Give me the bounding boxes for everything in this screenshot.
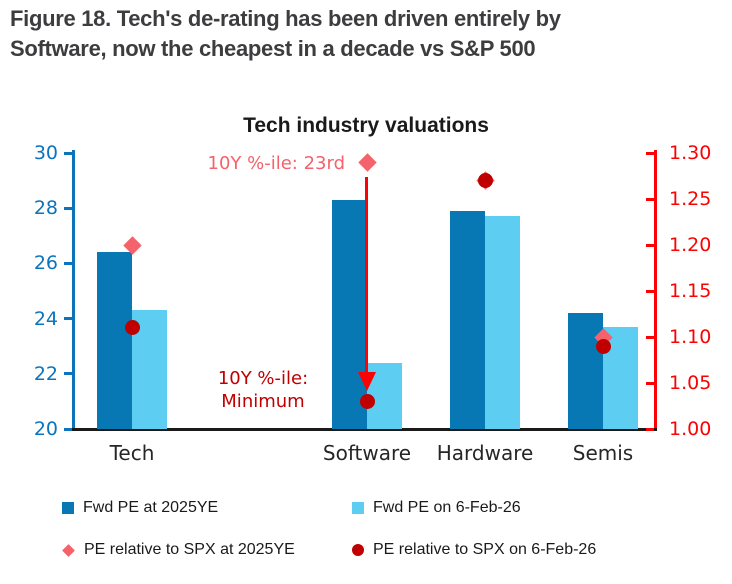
legend-diamond-swatch xyxy=(62,543,75,557)
left-axis-tick-label-24: 24 xyxy=(33,307,58,330)
diamond-marker-pe-relative-to-spx-at-2025ye-software xyxy=(357,152,377,172)
circle-marker-pe-relative-to-spx-on-6-feb-26-semis xyxy=(595,338,611,354)
right-axis-tick-label-1.25: 1.25 xyxy=(669,188,712,210)
left-axis-tick-28 xyxy=(64,206,72,210)
x-axis-line xyxy=(72,428,657,431)
bar-fwd-pe-at-2025ye-tech xyxy=(97,252,132,429)
left-axis-tick-label-30: 30 xyxy=(33,142,58,164)
circle-marker-pe-relative-to-spx-on-6-feb-26-tech xyxy=(124,320,140,336)
legend-square-swatch xyxy=(352,502,364,514)
figure-caption: Figure 18. Tech's de-rating has been dri… xyxy=(10,4,710,64)
right-axis-tick-1.20 xyxy=(646,243,654,247)
bar-fwd-pe-at-2025ye-software xyxy=(332,199,367,429)
right-axis-tick-label-1.30: 1.30 xyxy=(669,142,712,164)
left-axis-tick-label-26: 26 xyxy=(33,252,58,275)
left-axis-tick-24 xyxy=(64,317,72,321)
x-label-software: Software xyxy=(322,441,412,465)
x-label-hardware: Hardware xyxy=(436,441,534,465)
legend-item-pe-relative-to-spx-at-2025ye: PE relative to SPX at 2025YE xyxy=(62,539,295,561)
bar-fwd-pe-on-6-feb-26-hardware xyxy=(485,216,520,429)
legend-label: PE relative to SPX on 6-Feb-26 xyxy=(373,541,597,558)
annotation-10y-percentile-23rd: 10Y %-ile: 23rd xyxy=(207,153,346,174)
right-y-axis-line xyxy=(654,150,657,431)
left-axis-tick-22 xyxy=(64,372,72,376)
figure-caption-line2: Software, now the cheapest in a decade v… xyxy=(10,36,536,61)
legend-item-fwd-pe-at-2025ye: Fwd PE at 2025YE xyxy=(62,497,218,519)
circle-marker-pe-relative-to-spx-on-6-feb-26-software xyxy=(359,393,375,409)
figure-caption-line1: Figure 18. Tech's de-rating has been dri… xyxy=(10,6,561,31)
right-axis-tick-label-1.00: 1.00 xyxy=(669,418,712,440)
annotation-minimum-line2: Minimum xyxy=(221,391,305,412)
left-axis-tick-label-22: 22 xyxy=(33,362,58,385)
annotation-arrow-head xyxy=(358,372,376,391)
left-axis-tick-label-28: 28 xyxy=(33,197,58,220)
legend-label: Fwd PE on 6-Feb-26 xyxy=(373,499,521,516)
right-axis-tick-1.25 xyxy=(646,197,654,201)
left-axis-tick-label-20: 20 xyxy=(33,418,58,440)
legend-item-fwd-pe-on-6-feb-26: Fwd PE on 6-Feb-26 xyxy=(352,497,521,519)
right-axis-tick-1.00 xyxy=(646,427,654,431)
legend-item-pe-relative-to-spx-on-6-feb-26: PE relative to SPX on 6-Feb-26 xyxy=(352,539,596,561)
legend-label: Fwd PE at 2025YE xyxy=(83,499,219,516)
bar-fwd-pe-at-2025ye-semis xyxy=(568,313,603,429)
legend-circle-swatch xyxy=(352,544,364,556)
x-label-tech: Tech xyxy=(109,441,155,465)
right-axis-tick-label-1.10: 1.10 xyxy=(669,326,712,348)
bar-fwd-pe-at-2025ye-hardware xyxy=(450,210,485,429)
annotation-arrow-line xyxy=(365,177,368,373)
annotation-10y-percentile-minimum: 10Y %-ile: Minimum xyxy=(212,367,314,413)
left-axis-tick-30 xyxy=(64,151,72,155)
chart-title: Tech industry valuations xyxy=(243,114,489,137)
x-label-semis: Semis xyxy=(572,441,634,465)
right-axis-tick-label-1.05: 1.05 xyxy=(669,372,712,394)
left-axis-tick-20 xyxy=(64,427,72,431)
left-axis-tick-26 xyxy=(64,261,72,265)
legend-square-swatch xyxy=(62,502,74,514)
right-axis-tick-1.30 xyxy=(646,151,654,155)
right-axis-tick-label-1.20: 1.20 xyxy=(669,234,712,256)
right-axis-tick-label-1.15: 1.15 xyxy=(669,280,712,302)
legend-label: PE relative to SPX at 2025YE xyxy=(84,541,295,558)
right-axis-tick-1.05 xyxy=(646,381,654,385)
left-y-axis-line xyxy=(72,150,75,431)
annotation-minimum-line1: 10Y %-ile: xyxy=(217,368,309,389)
right-axis-tick-1.15 xyxy=(646,289,654,293)
right-axis-tick-1.10 xyxy=(646,335,654,339)
circle-marker-pe-relative-to-spx-on-6-feb-26-hardware xyxy=(477,173,493,189)
